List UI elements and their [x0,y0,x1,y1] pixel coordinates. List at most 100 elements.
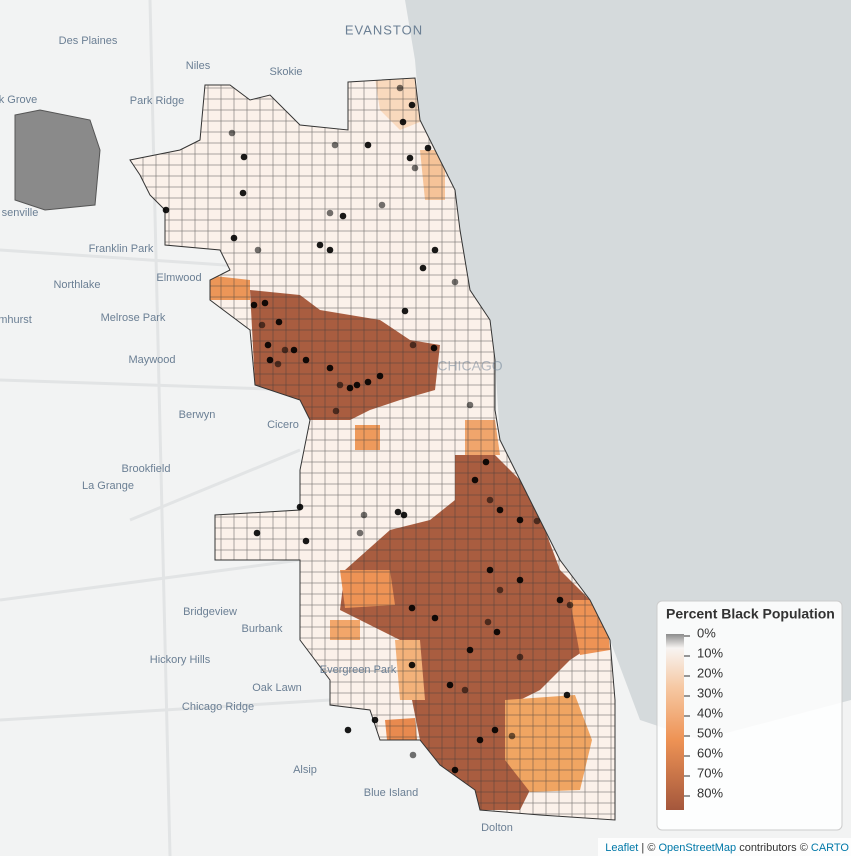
point [431,246,439,254]
place-label: Oak Lawn [252,682,302,694]
point [419,264,427,272]
point [496,586,504,594]
osm-prefix: © [647,842,658,854]
attribution-text: contributors © [736,842,811,854]
place-label: Hickory Hills [150,654,211,666]
point [411,164,419,172]
legend-label: 60% [697,745,723,760]
legend-box [656,600,843,831]
legend-label: 50% [697,725,723,740]
place-label: Blue Island [364,787,418,799]
point [394,508,402,516]
legend-label: 30% [697,685,723,700]
place-label: Elmwood [156,272,201,284]
point [533,517,541,525]
legend: Percent Black Population 0% 10% 20% 30% 40% 5… [656,600,843,831]
point [556,596,564,604]
point [408,101,416,109]
point [493,628,501,636]
point [296,503,304,511]
point [516,576,524,584]
point [516,653,524,661]
separator: | [638,842,647,854]
point [486,566,494,574]
point [399,118,407,126]
place-label: Des Plaines [59,35,118,47]
point [339,212,347,220]
point [451,766,459,774]
carto-link[interactable]: CARTO [811,842,850,854]
point [451,278,459,286]
point [344,726,352,734]
points [162,84,574,774]
place-label: Cicero [267,419,299,431]
attribution-box [598,838,851,856]
legend-label: 70% [697,765,723,780]
point [476,736,484,744]
point [250,301,258,309]
point [316,241,324,249]
legend-labels: 0% 10% 20% 30% 40% 50% 60% 70% 80% [684,625,723,800]
point [230,234,238,242]
place-label: Berwyn [179,409,216,421]
point [290,346,298,354]
place-label: Skokie [269,66,302,78]
point [274,360,282,368]
place-label: EVANSTON [345,22,423,37]
point [424,144,432,152]
point [261,299,269,307]
point [378,201,386,209]
point [400,511,408,519]
place-label: Park Ridge [130,95,184,107]
point [332,407,340,415]
point [253,529,261,537]
point [466,646,474,654]
place-label: Franklin Park [89,243,154,255]
point [239,189,247,197]
point [331,141,339,149]
point [258,321,266,329]
osm-link[interactable]: OpenStreetMap [658,842,736,854]
lake [405,0,851,740]
point [326,209,334,217]
leaflet-link[interactable]: Leaflet [605,842,638,854]
legend-bar [666,634,684,810]
point [356,529,364,537]
place-label: Bridgeview [183,606,237,618]
point [409,751,417,759]
place-label: Evergreen Park [320,664,397,676]
point [240,153,248,161]
point [346,384,354,392]
point [508,732,516,740]
point [275,318,283,326]
point [336,381,344,389]
point [364,141,372,149]
point [396,84,404,92]
place-label: senville [2,207,39,219]
point [360,511,368,519]
point [302,356,310,364]
point [371,716,379,724]
point [471,476,479,484]
place-label: Chicago Ridge [182,701,254,713]
point [401,307,409,315]
point [264,341,272,349]
point [254,246,262,254]
place-label: Brookfield [122,463,171,475]
point [228,129,236,137]
point [430,344,438,352]
place-label: Maywood [128,354,175,366]
legend-label: 0% [697,625,716,640]
point [486,496,494,504]
point [281,346,289,354]
place-label: Dolton [481,822,513,834]
place-label: Melrose Park [101,312,166,324]
place-label: Alsip [293,764,317,776]
legend-label: 40% [697,705,723,720]
point [484,618,492,626]
point [408,604,416,612]
point [516,516,524,524]
point [408,661,416,669]
place-label: k Grove [0,94,37,106]
